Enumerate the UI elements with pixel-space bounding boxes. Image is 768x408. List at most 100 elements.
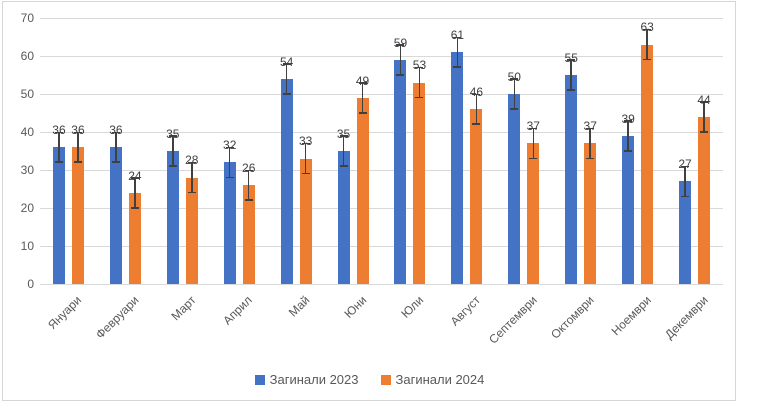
error-bar-cap-top: [282, 63, 291, 65]
error-bar-line: [58, 132, 60, 163]
error-bar-line: [513, 78, 516, 110]
legend-swatch: [254, 374, 265, 385]
category-label: Май: [285, 293, 313, 320]
bar[interactable]: [166, 151, 179, 284]
legend-item[interactable]: Загинали 2023: [254, 372, 359, 387]
error-bar-cap-bottom: [472, 123, 481, 125]
bar[interactable]: [356, 97, 369, 284]
error-bar-cap-bottom: [510, 108, 519, 110]
data-label: 55: [564, 50, 578, 65]
legend-label: Загинали 2023: [269, 372, 359, 387]
error-bar-cap-top: [168, 135, 177, 137]
bar[interactable]: [299, 158, 312, 284]
bar[interactable]: [337, 151, 350, 284]
error-bar-cap-bottom: [415, 96, 424, 99]
category-label: Септември: [486, 293, 540, 347]
bar[interactable]: [413, 82, 426, 284]
y-axis-tick-label: 50: [20, 87, 34, 101]
bar[interactable]: [527, 143, 540, 284]
bar[interactable]: [242, 185, 255, 284]
error-bar-cap-top: [339, 135, 348, 137]
error-bar-line: [399, 44, 402, 75]
bar[interactable]: [470, 109, 483, 284]
data-label: 28: [185, 153, 199, 168]
gridline: [40, 17, 723, 19]
legend-item[interactable]: Загинали 2024: [380, 372, 484, 387]
bar[interactable]: [508, 94, 521, 284]
error-bar-cap-bottom: [301, 172, 310, 175]
error-bar-cap-bottom: [529, 157, 538, 160]
error-bar-line: [285, 63, 288, 94]
category-label: Март: [167, 293, 199, 324]
error-bar-cap-bottom: [700, 131, 709, 133]
legend-swatch: [380, 374, 391, 385]
error-bar-cap-top: [529, 127, 538, 130]
error-bar-line: [456, 37, 459, 68]
gridline: [40, 245, 723, 247]
data-label: 59: [393, 35, 408, 50]
bar[interactable]: [109, 147, 122, 284]
category-label: Януари: [45, 293, 85, 333]
bar[interactable]: [584, 143, 597, 284]
bar[interactable]: [223, 162, 236, 284]
data-label: 36: [71, 123, 85, 137]
error-bar-line: [191, 162, 193, 193]
error-bar-cap-bottom: [396, 74, 405, 76]
category-label: Октомври: [547, 293, 597, 342]
data-label: 32: [223, 138, 237, 153]
error-bar-cap-top: [472, 93, 481, 95]
bar[interactable]: [394, 59, 407, 284]
bar[interactable]: [641, 44, 654, 284]
error-bar-cap-top: [225, 146, 234, 149]
bar[interactable]: [622, 135, 635, 284]
gridline: [40, 93, 723, 95]
bar[interactable]: [698, 116, 711, 284]
gridline: [40, 207, 723, 209]
error-bar-cap-bottom: [643, 58, 652, 61]
bar[interactable]: [679, 181, 692, 284]
error-bar-cap-top: [358, 82, 367, 84]
error-bar-cap-bottom: [453, 66, 462, 68]
error-bar-line: [570, 59, 572, 91]
error-bar-line: [342, 135, 345, 167]
bar[interactable]: [128, 192, 141, 284]
error-bar-line: [589, 128, 591, 159]
error-bar-line: [304, 143, 307, 174]
bar[interactable]: [71, 147, 84, 284]
error-bar-cap-bottom: [225, 176, 234, 179]
bar[interactable]: [451, 52, 464, 284]
error-bar-cap-top: [567, 59, 576, 61]
category-label: Февруари: [92, 293, 142, 342]
category-label: Юни: [341, 293, 369, 321]
gridline: [40, 55, 723, 57]
bar[interactable]: [280, 78, 293, 284]
error-bar-cap-top: [643, 28, 652, 31]
bar[interactable]: [185, 177, 198, 284]
bar[interactable]: [565, 75, 578, 284]
y-axis-tick-label: 60: [20, 49, 34, 63]
data-label: 49: [355, 73, 370, 88]
error-bar-cap-bottom: [54, 161, 63, 163]
error-bar-cap-top: [111, 131, 120, 133]
data-label: 37: [583, 119, 597, 134]
error-bar-cap-bottom: [111, 161, 120, 163]
error-bar-cap-bottom: [130, 207, 139, 209]
error-bar-line: [134, 177, 136, 208]
error-bar-cap-top: [130, 177, 139, 179]
error-bar-line: [532, 128, 535, 159]
error-bar-cap-top: [54, 131, 63, 133]
error-bar-cap-bottom: [567, 89, 576, 91]
category-label: Август: [447, 293, 483, 329]
error-bar-line: [684, 166, 686, 197]
error-bar-line: [228, 147, 231, 178]
gridline: [40, 169, 723, 171]
bar[interactable]: [52, 147, 65, 284]
category-label: Ноември: [608, 293, 654, 339]
error-bar-line: [247, 170, 250, 201]
error-bar-line: [361, 82, 364, 113]
error-bar-cap-top: [187, 161, 196, 164]
error-bar-line: [475, 94, 478, 125]
error-bar-cap-bottom: [339, 165, 348, 167]
